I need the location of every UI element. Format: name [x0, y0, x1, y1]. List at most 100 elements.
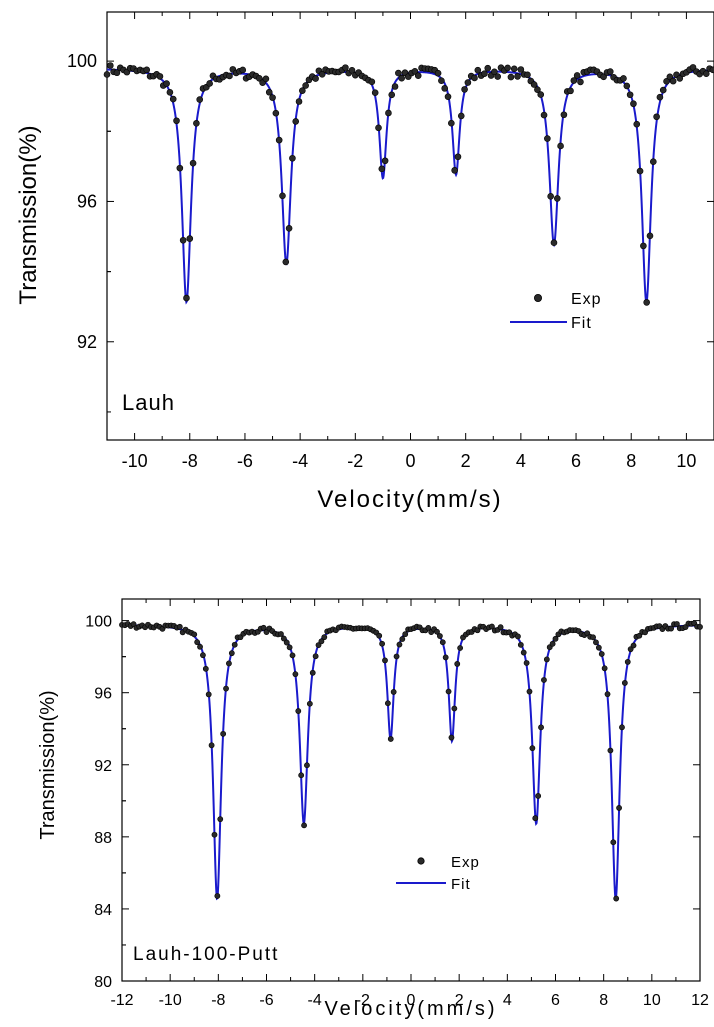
x-tick-label: -10: [122, 451, 148, 471]
exp-point: [510, 65, 518, 73]
exp-point: [214, 893, 221, 899]
exp-point: [206, 80, 213, 87]
exp-point: [411, 68, 419, 75]
legend-exp-marker: [417, 857, 425, 865]
exp-point: [454, 153, 462, 161]
exp-point: [530, 81, 538, 88]
chart-panel-lauh: -10 -8 -6 -4 -2 0 2 4 6 8 10 92 96 100 Lauh Velocity(…: [15, 11, 714, 513]
exp-point: [312, 75, 319, 82]
exp-point: [666, 73, 674, 81]
exp-point: [624, 659, 631, 665]
x-axis-title: Velocity(mm/s): [324, 998, 497, 1020]
exp-point: [604, 691, 611, 698]
exp-point: [610, 839, 617, 846]
exp-point: [179, 236, 187, 244]
chart-panel-lauh-100-putt: -12 -10 -8 -6 -4 -2 0 2 4 6 8 10 12 80 84 88 92 96 100 Lau…: [37, 598, 709, 1020]
exp-point: [595, 644, 602, 651]
exp-point: [526, 688, 533, 695]
exp-point: [532, 815, 539, 822]
exp-point: [398, 74, 405, 82]
exp-point: [309, 669, 316, 676]
legend-exp-label: Exp: [571, 291, 602, 308]
exp-point: [474, 66, 482, 74]
y-tick-label: 80: [94, 974, 112, 991]
exp-point: [557, 142, 564, 150]
exp-point: [228, 650, 235, 657]
exp-point: [286, 644, 293, 651]
x-tick-label: -8: [182, 451, 198, 471]
exp-point: [298, 772, 305, 779]
x-tick-label: 4: [516, 451, 526, 471]
exp-point: [600, 73, 607, 81]
exp-point: [176, 164, 184, 172]
exp-point: [186, 235, 194, 242]
exp-point: [623, 82, 631, 90]
y-tick-label: 92: [77, 332, 97, 352]
exp-point: [636, 167, 644, 175]
exp-point: [590, 634, 596, 641]
exp-point: [439, 639, 446, 646]
exp-point: [534, 86, 541, 93]
exp-point: [676, 75, 684, 82]
x-tick-label: -12: [110, 992, 133, 1009]
exp-point: [494, 73, 501, 80]
exp-point: [382, 657, 388, 664]
exp-point: [368, 78, 376, 86]
exp-point: [312, 653, 319, 660]
exp-point: [514, 73, 521, 80]
exp-point: [517, 66, 525, 73]
exp-point: [451, 167, 458, 174]
exp-point: [217, 816, 224, 823]
exp-point: [616, 805, 622, 811]
exp-point: [646, 232, 654, 240]
exp-point: [606, 68, 614, 75]
exp-point: [272, 109, 280, 117]
exp-point: [549, 640, 556, 647]
fit-line: [106, 68, 714, 306]
exp-point: [402, 631, 409, 638]
legend-exp-label: Exp: [451, 854, 480, 871]
exp-point: [457, 645, 464, 651]
exp-point: [169, 95, 177, 103]
y-tick-label: 96: [94, 686, 112, 703]
exp-point: [668, 625, 674, 632]
exp-point: [348, 66, 356, 74]
exp-point: [633, 120, 641, 128]
x-tick-label: 10: [643, 992, 661, 1009]
exp-point: [436, 633, 443, 639]
x-tick-label: 12: [691, 992, 709, 1009]
exp-point: [388, 91, 396, 99]
exp-point: [191, 631, 198, 638]
exp-point: [289, 154, 296, 162]
exp-point: [173, 117, 180, 125]
exp-point: [507, 73, 515, 81]
exp-series: [119, 620, 703, 902]
exp-point: [378, 165, 386, 173]
exp-point: [194, 639, 201, 646]
x-tick-label: -8: [211, 992, 225, 1009]
exp-point: [376, 632, 383, 639]
exp-point: [321, 634, 328, 641]
exp-point: [448, 734, 455, 741]
exp-point: [620, 75, 627, 82]
exp-point: [434, 628, 440, 635]
x-tick-label: 0: [405, 451, 415, 471]
exp-point: [577, 78, 584, 86]
x-tick-label: -4: [292, 451, 308, 471]
exp-point: [598, 651, 605, 657]
exp-point: [451, 705, 458, 712]
exp-point: [621, 680, 628, 686]
exp-point: [318, 638, 325, 645]
exp-point: [552, 635, 559, 642]
exp-point: [262, 75, 270, 83]
exp-point: [445, 688, 452, 695]
exp-point: [523, 660, 530, 666]
exp-point: [517, 641, 524, 648]
exp-point: [205, 691, 212, 698]
exp-point: [425, 625, 432, 631]
x-tick-label: 8: [626, 451, 636, 471]
exp-point: [371, 89, 379, 97]
exp-point: [544, 135, 551, 142]
x-tick-label: 6: [571, 451, 581, 471]
exp-point: [381, 157, 389, 165]
